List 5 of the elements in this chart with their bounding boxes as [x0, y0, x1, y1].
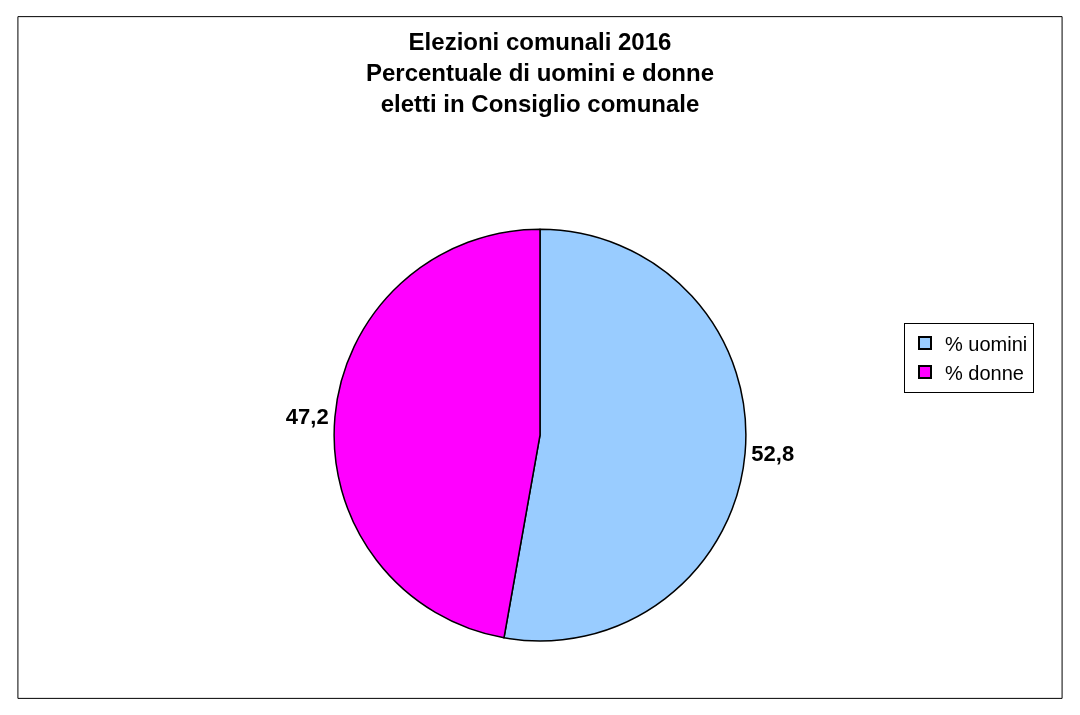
data-label: 52,8: [751, 440, 795, 466]
legend-label: % uomini: [945, 332, 1028, 355]
legend-label: % donne: [945, 361, 1024, 384]
chart-title: Elezioni comunali 2016 Percentuale di uomini e donne eletti in Consiglio comunale: [365, 28, 715, 118]
data-label: 47,2: [285, 404, 329, 430]
